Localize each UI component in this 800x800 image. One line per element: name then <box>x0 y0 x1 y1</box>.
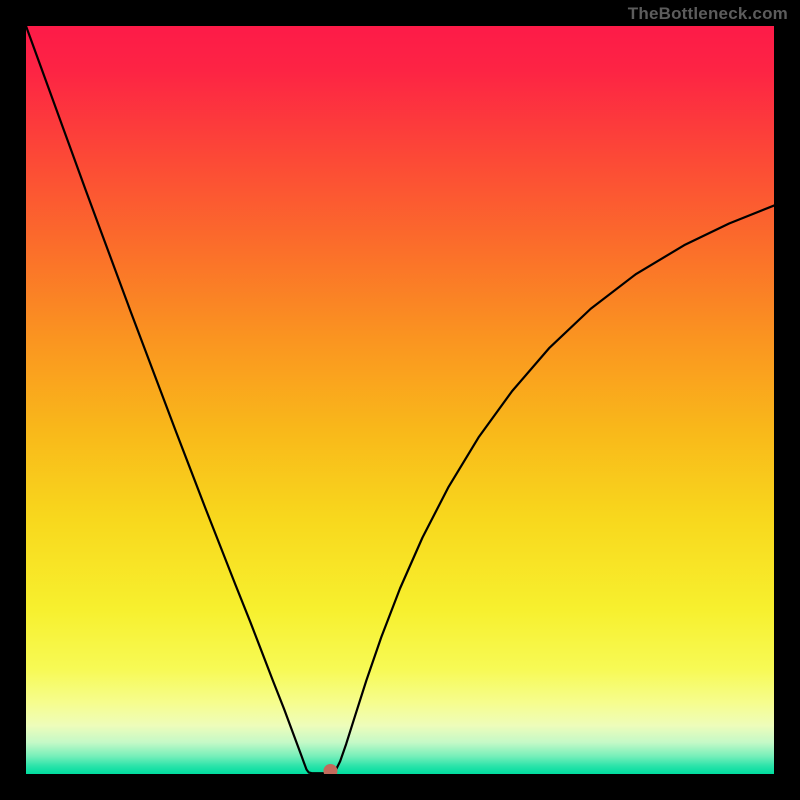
gradient-background <box>26 26 774 774</box>
watermark-text: TheBottleneck.com <box>628 4 788 24</box>
chart-canvas: TheBottleneck.com <box>0 0 800 800</box>
plot-svg <box>26 26 774 774</box>
plot-area <box>26 26 774 774</box>
